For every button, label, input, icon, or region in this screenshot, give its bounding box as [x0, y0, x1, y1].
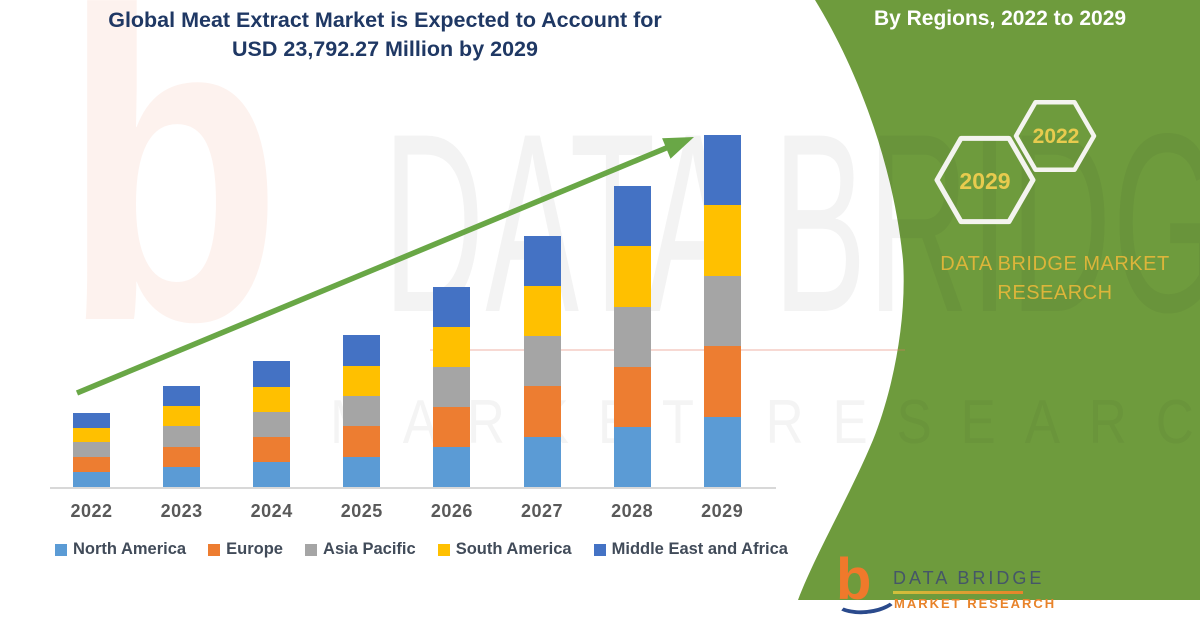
x-axis-line	[50, 487, 776, 489]
segment-south-america-2023	[163, 406, 201, 427]
segment-asia-pacific-2025	[343, 396, 381, 427]
segment-middle-east-and-africa-2029	[703, 135, 741, 206]
panel-brand-text: DATA BRIDGE MARKET RESEARCH	[930, 250, 1180, 308]
segment-asia-pacific-2029	[703, 275, 741, 347]
legend-label: Europe	[226, 540, 283, 558]
x-axis-label-2025: 2025	[340, 501, 383, 521]
segment-south-america-2025	[343, 365, 381, 397]
segment-asia-pacific-2024	[253, 411, 291, 437]
segment-south-america-2022	[73, 427, 110, 443]
hexagon-2022-label: 2022	[1032, 125, 1080, 148]
bar-2022	[73, 412, 110, 487]
segment-north-america-2026	[433, 446, 471, 488]
segment-middle-east-and-africa-2027	[523, 235, 561, 286]
segment-middle-east-and-africa-2028	[613, 186, 651, 247]
legend-swatch-icon	[55, 543, 67, 556]
segment-north-america-2025	[343, 456, 381, 487]
segment-south-america-2027	[523, 285, 561, 337]
footer-logo-b-icon: b	[836, 547, 872, 612]
segment-asia-pacific-2022	[73, 442, 110, 458]
legend-swatch-icon	[593, 543, 606, 556]
legend-swatch-icon	[437, 543, 450, 556]
footer-brand-subtext: MARKET RESEARCH	[894, 596, 1057, 611]
segment-europe-2026	[433, 406, 471, 447]
segment-asia-pacific-2023	[163, 426, 201, 447]
segment-europe-2025	[343, 426, 381, 457]
x-axis-label-2029: 2029	[701, 501, 744, 521]
segment-europe-2028	[613, 366, 651, 427]
panel-brand-line2: RESEARCH	[997, 282, 1113, 304]
x-axis-label-2026: 2026	[430, 501, 473, 521]
hexagon-2022	[1013, 99, 1097, 173]
bar-2029	[703, 135, 741, 488]
hexagon-2029-label: 2029	[959, 168, 1011, 194]
footer-brand-text: DATA BRIDGE	[893, 568, 1045, 588]
segment-middle-east-and-africa-2024	[253, 361, 291, 387]
footer-brand-underline	[893, 591, 1023, 594]
panel-brand-line1: DATA BRIDGE MARKET	[940, 253, 1170, 275]
legend-item-europe: Europe	[208, 540, 283, 559]
x-axis-label-2023: 2023	[160, 501, 203, 521]
legend-label: North America	[73, 540, 187, 558]
legend-item-middle-east-and-africa: Middle East and Africa	[593, 540, 788, 559]
legend-swatch-icon	[305, 543, 318, 556]
panel-heading: By Regions, 2022 to 2029	[873, 7, 1127, 30]
x-axis-label-2028: 2028	[611, 501, 654, 521]
bar-2026	[433, 286, 471, 488]
x-axis-label-2027: 2027	[520, 501, 564, 521]
segment-north-america-2022	[73, 472, 110, 487]
segment-middle-east-and-africa-2022	[73, 412, 110, 428]
bar-2028	[613, 186, 651, 487]
segment-europe-2022	[73, 457, 110, 473]
segment-south-america-2024	[253, 386, 291, 412]
legend-swatch-icon	[208, 543, 221, 556]
segment-europe-2023	[163, 446, 201, 467]
bar-2023	[163, 385, 201, 487]
segment-middle-east-and-africa-2023	[163, 385, 201, 407]
segment-europe-2024	[253, 436, 291, 462]
x-axis-label-2022: 2022	[70, 501, 113, 521]
segment-south-america-2026	[433, 326, 471, 367]
segment-asia-pacific-2028	[613, 306, 651, 367]
legend-label: Middle East and Africa	[611, 540, 788, 558]
chart-legend: North America Europe Asia Pacific South Ame…	[55, 540, 788, 559]
side-panel-shape	[798, 0, 1200, 600]
segment-north-america-2023	[163, 466, 201, 487]
segment-north-america-2028	[613, 426, 651, 487]
segment-north-america-2029	[703, 416, 741, 488]
x-axis-label-2024: 2024	[250, 501, 293, 521]
bar-2027	[523, 235, 561, 488]
bar-2024	[253, 361, 291, 487]
segment-asia-pacific-2027	[523, 336, 561, 387]
hexagon-graphics	[934, 99, 1097, 225]
legend-label: Asia Pacific	[323, 540, 416, 558]
legend-item-asia-pacific: Asia Pacific	[305, 540, 416, 559]
chart-title-line1: Global Meat Extract Market is Expected t…	[108, 8, 662, 32]
chart-title: Global Meat Extract Market is Expected t…	[55, 6, 715, 64]
bar-2025	[343, 335, 381, 487]
segment-north-america-2027	[523, 436, 561, 488]
hexagon-2029	[934, 135, 1036, 225]
segment-south-america-2029	[703, 205, 741, 276]
segment-south-america-2028	[613, 246, 651, 307]
legend-item-south-america: South America	[437, 540, 572, 559]
segment-middle-east-and-africa-2026	[433, 286, 471, 327]
segment-middle-east-and-africa-2025	[343, 335, 381, 366]
chart-title-line2: USD 23,792.27 Million by 2029	[232, 37, 538, 61]
segment-europe-2029	[703, 346, 741, 417]
legend-label: South America	[455, 540, 572, 558]
side-panel-background	[798, 0, 1200, 600]
segment-asia-pacific-2026	[433, 366, 471, 407]
segment-europe-2027	[523, 386, 561, 437]
segment-north-america-2024	[253, 461, 291, 487]
legend-item-north-america: North America	[55, 540, 186, 559]
